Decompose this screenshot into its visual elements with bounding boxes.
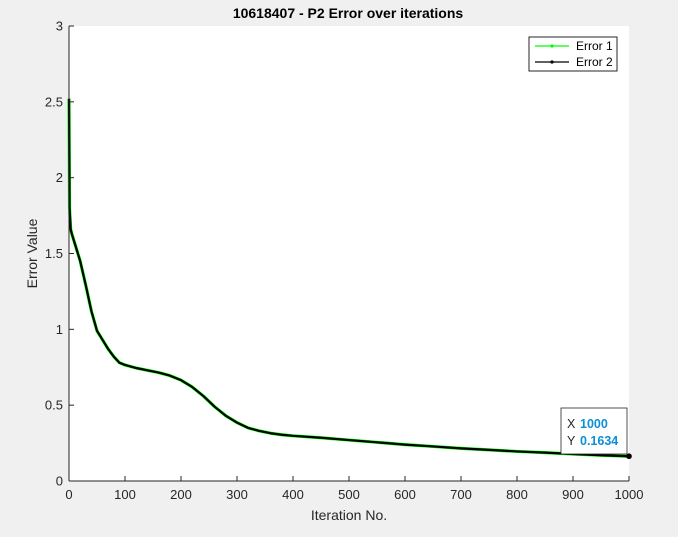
x-tick-label: 100 bbox=[114, 487, 136, 502]
legend-label-1: Error 1 bbox=[576, 39, 613, 53]
datatip[interactable]: X 1000 Y 0.1634 bbox=[560, 407, 632, 460]
datatip-x-label: X bbox=[567, 417, 576, 431]
y-ticks: 0 0.5 1 1.5 2 2.5 3 bbox=[45, 19, 74, 489]
y-tick-label: 0.5 bbox=[45, 398, 63, 413]
x-tick-label: 200 bbox=[170, 487, 192, 502]
datatip-y-label: Y bbox=[567, 434, 576, 448]
x-tick-label: 500 bbox=[338, 487, 360, 502]
legend-marker-1 bbox=[550, 44, 554, 48]
x-tick-label: 300 bbox=[226, 487, 248, 502]
datatip-y-value: 0.1634 bbox=[580, 434, 618, 448]
y-tick-label: 1 bbox=[56, 322, 63, 337]
y-tick-label: 3 bbox=[56, 19, 63, 34]
x-tick-label: 900 bbox=[562, 487, 584, 502]
x-tick-label: 0 bbox=[65, 487, 72, 502]
chart-title: 10618407 - P2 Error over iterations bbox=[233, 5, 464, 21]
legend-label-2: Error 2 bbox=[576, 55, 613, 69]
y-tick-label: 1.5 bbox=[45, 246, 63, 261]
y-axis-label: Error Value bbox=[24, 218, 40, 288]
datatip-box bbox=[560, 407, 628, 455]
plot-lines bbox=[67, 98, 630, 458]
plot-area[interactable] bbox=[69, 26, 629, 481]
x-tick-label: 800 bbox=[506, 487, 528, 502]
y-tick-label: 2 bbox=[56, 170, 63, 185]
legend[interactable]: Error 1 Error 2 bbox=[528, 36, 618, 72]
x-tick-label: 400 bbox=[282, 487, 304, 502]
legend-box bbox=[528, 36, 618, 72]
datatip-point[interactable] bbox=[626, 453, 632, 460]
x-tick-label: 600 bbox=[394, 487, 416, 502]
y-tick-label: 0 bbox=[56, 474, 63, 489]
y-tick-label: 2.5 bbox=[45, 94, 63, 109]
x-tick-label: 1000 bbox=[615, 487, 644, 502]
x-tick-label: 700 bbox=[450, 487, 472, 502]
series-line-2[interactable] bbox=[67, 98, 630, 458]
legend-marker-2 bbox=[550, 60, 554, 64]
datatip-x-value: 1000 bbox=[580, 417, 608, 431]
x-axis-label: Iteration No. bbox=[311, 507, 387, 523]
x-ticks: 0 100 200 300 400 500 600 700 800 900 1000 bbox=[65, 476, 643, 502]
